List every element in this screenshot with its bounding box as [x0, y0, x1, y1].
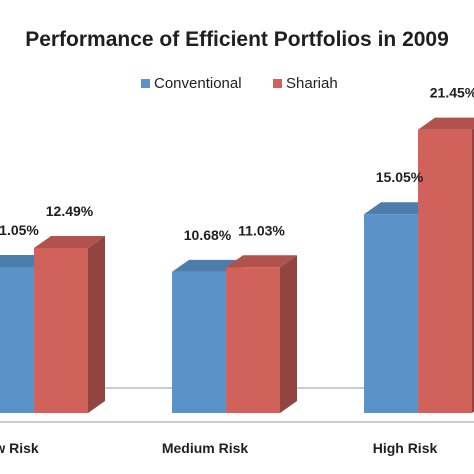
- data-label-conventional-medium-risk: 10.68%: [184, 227, 232, 243]
- bar-front-shariah-high-risk: [418, 129, 472, 413]
- bar-side-shariah-low-risk: [88, 236, 105, 413]
- category-label-low-risk: Low Risk: [0, 440, 39, 456]
- bar-shariah-medium-risk: [226, 255, 297, 413]
- bar-top-shariah-low-risk: [34, 236, 105, 249]
- data-labels: 11.05% 12.49% 10.68% 11.03% 15.05% 21.45%: [0, 85, 474, 243]
- bar-front-conventional-high-risk: [364, 214, 418, 413]
- bar-shariah-low-risk: [34, 236, 105, 413]
- bar-top-conventional-high-risk: [364, 202, 435, 215]
- legend-label-conventional: Conventional: [154, 75, 242, 92]
- category-axis: Low Risk Medium Risk High Risk: [0, 421, 474, 456]
- bar-side-shariah-medium-risk: [280, 255, 297, 413]
- data-label-conventional-low-risk: 11.05%: [0, 222, 39, 238]
- bar-top-shariah-medium-risk: [226, 255, 297, 268]
- data-label-shariah-medium-risk: 11.03%: [238, 222, 285, 238]
- bar-top-conventional-medium-risk: [172, 259, 243, 272]
- bar-front-shariah-low-risk: [34, 248, 88, 413]
- data-label-conventional-high-risk: 15.05%: [376, 169, 424, 185]
- legend: Conventional Shariah: [141, 75, 338, 92]
- data-label-shariah-high-risk: 21.45%: [430, 85, 474, 101]
- chart-title: Performance of Efficient Portfolios in 2…: [25, 28, 449, 51]
- category-label-medium-risk: Medium Risk: [162, 440, 249, 456]
- bar-front-shariah-medium-risk: [226, 267, 280, 413]
- bar-front-conventional-medium-risk: [172, 271, 226, 413]
- bar-shariah-high-risk: [418, 117, 474, 413]
- legend-swatch-conventional: [141, 79, 150, 88]
- bars: [0, 117, 474, 413]
- legend-label-shariah: Shariah: [286, 75, 338, 92]
- legend-swatch-shariah: [273, 79, 282, 88]
- bar-top-shariah-high-risk: [418, 117, 474, 130]
- bar-front-conventional-low-risk: [0, 267, 34, 413]
- data-label-shariah-low-risk: 12.49%: [46, 203, 94, 219]
- category-label-high-risk: High Risk: [373, 440, 438, 456]
